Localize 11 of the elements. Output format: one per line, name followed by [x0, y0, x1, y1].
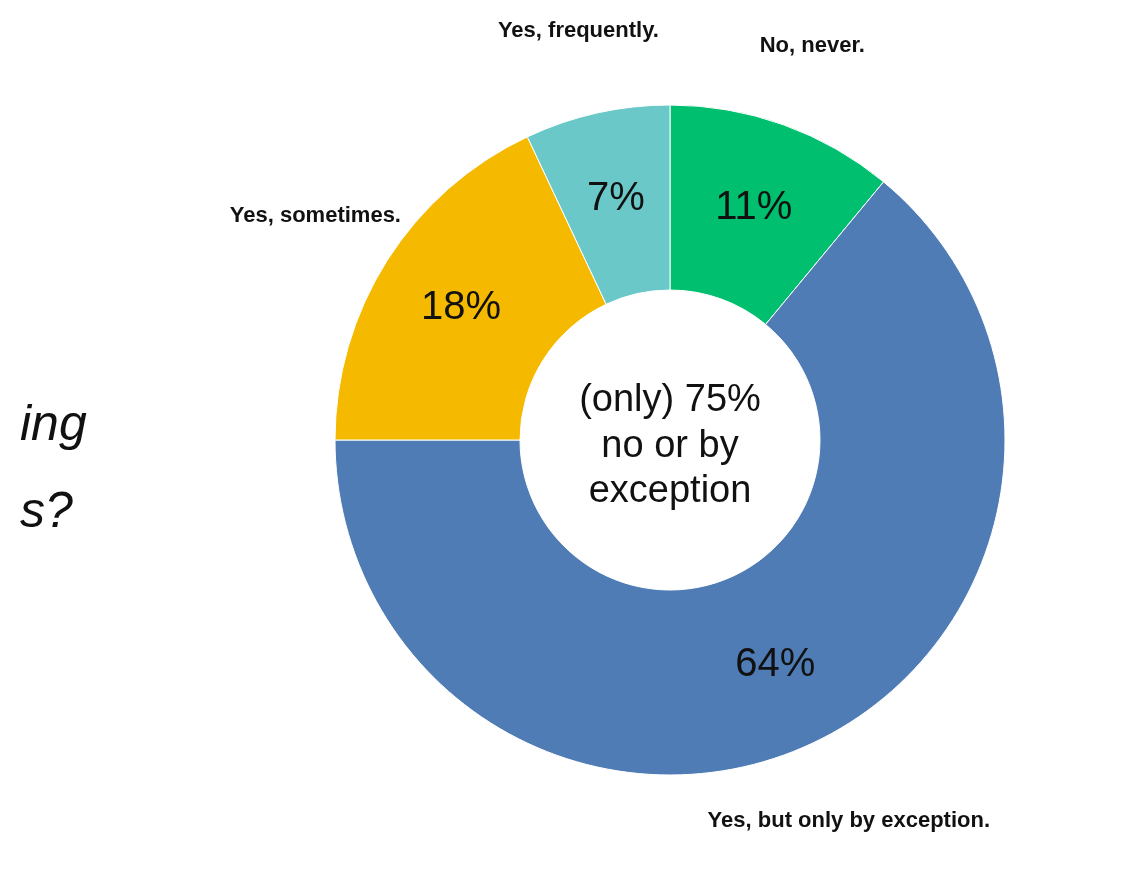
slice-label: Yes, sometimes.	[229, 201, 401, 227]
slice-label: No, never.	[759, 31, 865, 57]
text: ing	[20, 395, 87, 451]
data-label: 11%	[715, 183, 793, 228]
text: s?	[20, 482, 73, 538]
slice-label: Yes, frequently.	[497, 17, 659, 43]
data-label: 64%	[735, 639, 816, 684]
data-label: 18%	[421, 283, 502, 328]
slice-label: Yes, but only by exception.	[707, 807, 991, 833]
text: (only) 75% no or by exception	[579, 377, 761, 511]
data-label: 7%	[587, 174, 645, 219]
